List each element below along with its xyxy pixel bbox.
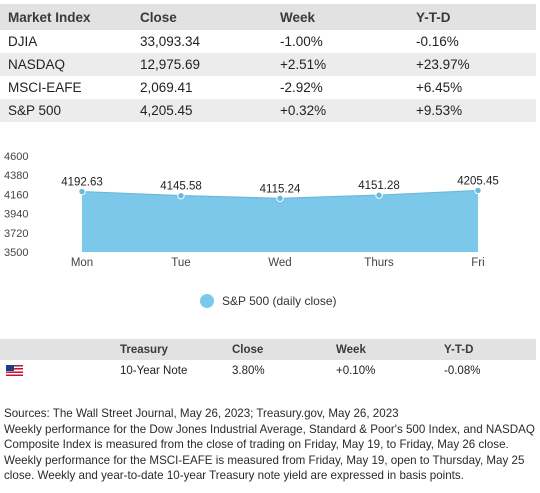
index-ytd: +23.97% <box>416 57 470 72</box>
data-point <box>177 191 185 200</box>
y-tick-label: 3940 <box>4 209 28 221</box>
treasury-table-header: Treasury Close Week Y-T-D <box>0 339 536 360</box>
footnote: Sources: The Wall Street Journal, May 26… <box>4 406 536 484</box>
x-tick-label: Mon <box>71 257 93 269</box>
sources-text: Sources: The Wall Street Journal, May 26… <box>4 407 399 420</box>
header-close: Close <box>140 9 177 25</box>
treasury-week: +0.10% <box>336 365 376 377</box>
us-flag-icon <box>6 365 23 377</box>
y-tick-label: 3500 <box>4 247 28 259</box>
index-name: MSCI-EAFE <box>8 80 82 95</box>
treasury-table: Treasury Close Week Y-T-D 10-Year Note 3… <box>0 339 536 382</box>
index-name: S&P 500 <box>8 103 62 118</box>
index-week: +2.51% <box>280 57 327 72</box>
header-week: Week <box>280 9 316 25</box>
header-market-index: Market Index <box>8 9 91 25</box>
data-label: 4151.28 <box>358 180 400 192</box>
x-tick-label: Thurs <box>364 257 394 269</box>
y-tick-label: 4380 <box>4 170 28 182</box>
index-close: 4,205.45 <box>140 103 193 118</box>
chart-legend[interactable]: S&P 500 (daily close) <box>200 294 337 308</box>
index-name: DJIA <box>8 34 38 49</box>
table-row: NASDAQ 12,975.69 +2.51% +23.97% <box>0 53 536 76</box>
x-tick-label: Wed <box>268 257 291 269</box>
index-name: NASDAQ <box>8 57 66 72</box>
header-close: Close <box>232 339 336 360</box>
table-row: MSCI-EAFE 2,069.41 -2.92% +6.45% <box>0 76 536 99</box>
index-week: -1.00% <box>280 34 323 49</box>
table-row: 10-Year Note 3.80% +0.10% -0.08% <box>0 360 536 382</box>
index-week: +0.32% <box>280 103 327 118</box>
header-ytd: Y-T-D <box>444 339 536 360</box>
series-area <box>82 190 478 252</box>
treasury-close: 3.80% <box>232 365 265 377</box>
header-treasury: Treasury <box>116 339 232 360</box>
x-tick-label: Tue <box>171 257 190 269</box>
sp500-area-chart: 4600 4380 4160 3940 3720 3500 4192.63 4145.58 41… <box>4 151 499 269</box>
treasury-name: 10-Year Note <box>120 365 188 377</box>
header-ytd: Y-T-D <box>416 9 451 25</box>
header-flag <box>0 339 116 360</box>
legend-label: S&P 500 (daily close) <box>222 294 337 308</box>
data-point <box>276 194 284 203</box>
market-index-table: Market Index Close Week Y-T-D DJIA 33,09… <box>0 4 536 122</box>
table-row: S&P 500 4,205.45 +0.32% +9.53% <box>0 99 536 122</box>
index-close: 12,975.69 <box>140 57 201 72</box>
market-table-header: Market Index Close Week Y-T-D <box>0 4 536 30</box>
y-tick-label: 3720 <box>4 228 28 240</box>
flag-cell <box>0 360 116 382</box>
y-tick-label: 4160 <box>4 189 28 201</box>
x-tick-label: Fri <box>471 257 484 269</box>
treasury-ytd: -0.08% <box>444 365 481 377</box>
index-ytd: +9.53% <box>416 103 463 118</box>
header-week: Week <box>336 339 444 360</box>
index-ytd: +6.45% <box>416 80 463 95</box>
data-point <box>375 191 383 199</box>
y-tick-label: 4600 <box>4 151 28 163</box>
data-label: 4192.63 <box>61 177 103 189</box>
data-point <box>78 187 86 196</box>
data-point <box>474 186 482 195</box>
methodology-text: Weekly performance for the Dow Jones Ind… <box>4 422 535 483</box>
index-close: 33,093.34 <box>140 34 201 49</box>
data-label: 4145.58 <box>160 181 202 193</box>
data-label: 4115.24 <box>260 183 301 195</box>
table-row: DJIA 33,093.34 -1.00% -0.16% <box>0 30 536 53</box>
index-close: 2,069.41 <box>140 80 193 95</box>
data-label: 4205.45 <box>457 175 499 187</box>
legend-swatch-icon <box>200 294 214 308</box>
index-week: -2.92% <box>280 80 323 95</box>
index-ytd: -0.16% <box>416 34 459 49</box>
